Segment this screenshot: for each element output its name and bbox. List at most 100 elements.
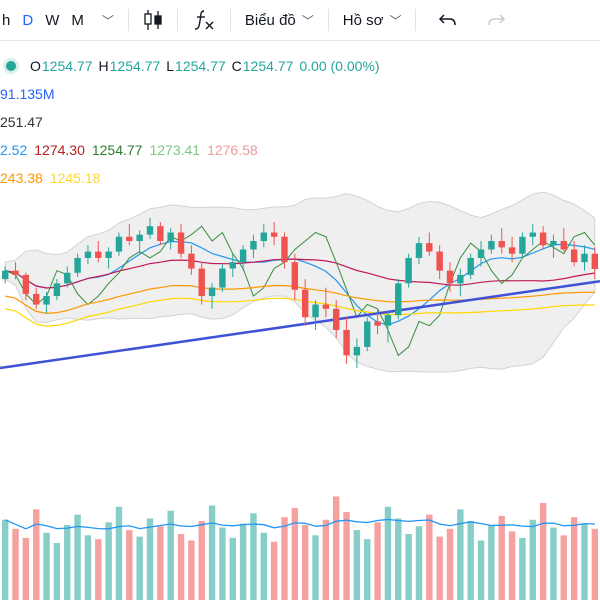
candle-body	[219, 268, 226, 288]
candle	[291, 253, 299, 301]
volume-bar	[591, 528, 599, 600]
volume-bar	[353, 530, 361, 600]
volume-bar	[312, 535, 319, 600]
interval-dropdown-button[interactable]: ﹀	[90, 0, 120, 40]
volume-bar	[488, 524, 495, 600]
toolbar-divider	[229, 9, 231, 31]
volume-bar	[395, 518, 402, 600]
candle-body	[167, 232, 174, 241]
candle-body	[519, 236, 526, 254]
volume-bar	[270, 541, 278, 600]
candle-body	[353, 346, 361, 356]
top-toolbar: h D W M ﹀ Biểu đồ ﹀ Hồ sơ ﹀	[0, 0, 600, 41]
volume-bar	[281, 517, 288, 600]
interval-month-button[interactable]: M	[71, 11, 84, 29]
volume-bar	[33, 509, 40, 600]
candle	[488, 234, 495, 254]
candle-body	[312, 304, 319, 318]
volume-bar	[22, 537, 30, 600]
toolbar-divider	[127, 9, 129, 31]
candle	[364, 317, 371, 352]
interval-week-button[interactable]: W	[45, 11, 60, 29]
volume-bar	[550, 527, 557, 600]
formula-button[interactable]	[186, 0, 222, 40]
candle	[22, 272, 30, 301]
candle-body	[446, 270, 454, 284]
volume-bar	[384, 506, 392, 600]
candle-body	[198, 268, 205, 297]
price-chart[interactable]	[0, 40, 600, 600]
indicators-menu-button[interactable]: Biểu đồ ﹀	[239, 0, 320, 40]
candle-body	[477, 249, 485, 258]
volume-bar	[405, 534, 412, 600]
chevron-down-icon: ﹀	[101, 13, 114, 28]
candle	[333, 300, 340, 339]
candle-body	[270, 232, 278, 237]
interval-day-button[interactable]: D	[22, 11, 34, 29]
candle	[260, 224, 267, 248]
ma-orange-line	[5, 284, 595, 315]
candle-body	[498, 241, 505, 248]
candle-body	[188, 253, 195, 269]
candle-body	[581, 253, 588, 263]
candle-body	[12, 270, 19, 275]
candle	[177, 224, 185, 258]
candle-body	[33, 293, 40, 305]
volume-bar	[53, 543, 61, 600]
cloud-layer	[4, 191, 596, 373]
interval-partial-button[interactable]: h	[2, 11, 11, 29]
volume-value: 91.135M	[0, 86, 55, 102]
candle-body	[467, 257, 474, 275]
candle	[115, 232, 123, 256]
redo-icon	[488, 14, 506, 26]
volume-bar	[95, 539, 102, 600]
candle	[74, 253, 81, 277]
chart-type-button[interactable]	[137, 0, 169, 40]
open-label: O	[30, 58, 41, 74]
candle-body	[333, 308, 340, 330]
candle-body	[591, 253, 599, 270]
candle-body	[415, 243, 423, 258]
close-value: 1254.77	[242, 58, 294, 74]
volume-bar	[229, 537, 236, 600]
toolbar-divider	[415, 9, 417, 31]
candle	[198, 262, 205, 305]
candle	[529, 224, 536, 246]
candle	[270, 221, 278, 246]
bollinger-band-area	[4, 191, 596, 373]
volume-bar	[498, 515, 505, 600]
candle-body	[43, 296, 50, 305]
volume-bar	[301, 524, 309, 600]
bb-value-c: 1254.77	[91, 142, 143, 158]
redo-button[interactable]	[472, 0, 520, 40]
candle-body	[374, 321, 381, 326]
candle	[570, 241, 578, 267]
candles-icon	[144, 10, 162, 30]
candle-body	[229, 262, 236, 269]
volume-ma-line	[4, 518, 595, 530]
candle-body	[405, 257, 412, 284]
volume-bar	[64, 524, 71, 600]
undo-button[interactable]	[424, 0, 472, 40]
candle	[405, 253, 412, 288]
volume-bar	[260, 532, 267, 600]
volume-bar	[167, 510, 174, 600]
volume-bar	[560, 535, 567, 600]
low-value: 1254.77	[175, 58, 226, 74]
candle	[322, 287, 330, 318]
chevron-down-icon: ﹀	[301, 13, 314, 28]
volume-bar	[126, 530, 133, 600]
volume-bar	[1, 519, 9, 600]
ohlc-legend: O 1254.77 H 1254.77 L 1254.77 C 1254.77 …	[0, 56, 386, 76]
volume-bar	[539, 502, 547, 600]
candle-body	[550, 241, 557, 246]
volume-bar	[146, 518, 154, 600]
candle	[343, 317, 350, 364]
ma-value-a: 243.38	[0, 170, 43, 186]
candle	[457, 268, 464, 297]
candle	[467, 253, 474, 280]
volume-bar	[198, 521, 205, 600]
profile-menu-button[interactable]: Hồ sơ ﹀	[337, 0, 408, 40]
toolbar-divider	[176, 9, 178, 31]
candle-body	[529, 232, 536, 237]
